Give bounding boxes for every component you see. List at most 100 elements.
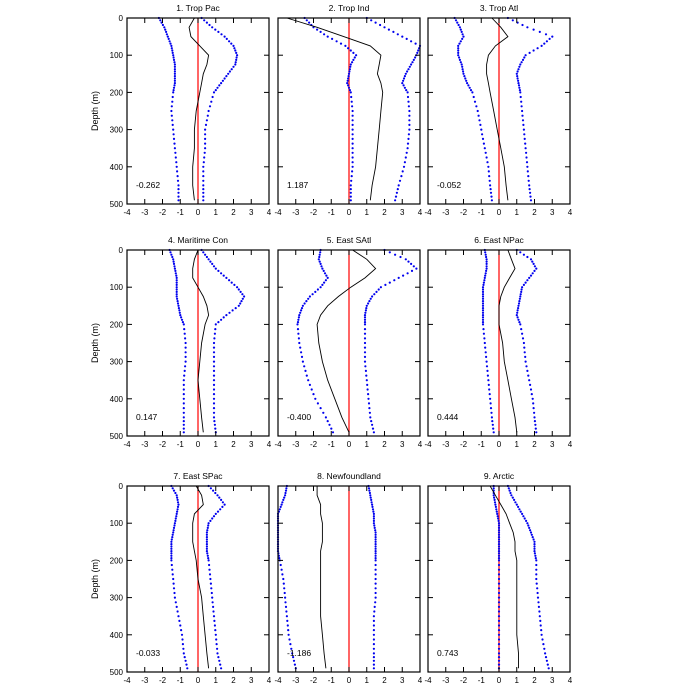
upper-bound-point [529,199,533,202]
upper-bound-point [547,667,550,670]
upper-bound-point [402,84,405,87]
lower-bound-point [172,262,176,265]
upper-bound-point [531,272,534,275]
lower-bound-point [171,536,174,539]
lower-bound-point [182,427,185,430]
upper-bound-point [225,37,228,41]
lower-bound-point [177,199,180,202]
lower-bound-point [173,75,176,78]
upper-bound-point [417,49,420,52]
upper-bound-point [209,519,212,523]
upper-bound-point [212,605,215,609]
lower-bound-point [283,496,286,499]
upper-bound-point [368,411,371,414]
lower-bound-point [348,68,351,71]
lower-bound-point [281,573,284,576]
upper-bound-point [216,494,219,497]
upper-bound-point [230,42,233,45]
lower-bound-point [184,659,187,662]
lower-bound-point [481,133,484,136]
lower-bound-point [184,360,187,363]
lower-bound-point [178,619,181,623]
lower-bound-point [487,165,490,168]
upper-bound-point [525,519,528,523]
upper-bound-point [542,643,545,646]
lower-bound-point [481,318,485,321]
lower-bound-point [349,188,352,191]
upper-bound-point [522,123,525,126]
upper-bound-point [408,65,411,68]
x-tick-label: 2 [532,208,537,217]
lower-bound-point [297,332,300,335]
upper-bound-point [373,524,376,527]
upper-bound-point [210,587,213,590]
upper-bound-point [225,75,228,78]
lower-bound-point [497,582,501,585]
lower-bound-point [457,44,460,48]
upper-bound-point [518,65,521,68]
lower-bound-point [171,533,174,536]
upper-bound-point [225,276,228,279]
upper-bound-point [366,388,369,391]
upper-bound-point [532,407,535,410]
lower-bound-point [497,619,501,623]
upper-bound-point [518,297,522,300]
lower-bound-point [351,123,354,126]
x-tick-label: 2 [532,676,537,685]
upper-bound-point [205,533,208,536]
lower-bound-point [497,550,501,553]
lower-bound-point [461,68,464,71]
y-tick-label: 500 [110,432,124,441]
lower-bound-point [178,311,181,314]
y-tick-label: 300 [110,358,124,367]
lower-bound-point [180,633,184,636]
upper-bound-point [212,411,216,414]
lower-bound-point [287,633,290,636]
upper-bound-point [411,61,414,64]
x-tick-label: -4 [424,440,432,449]
upper-bound-point [214,512,217,516]
upper-bound-point [211,95,214,99]
lower-bound-point [323,33,326,36]
upper-bound-point [212,346,216,349]
lower-bound-point [484,251,487,254]
lower-bound-point [493,501,497,504]
lower-bound-point [321,283,324,286]
upper-bound-point [526,26,529,29]
panel-title: 6. East NPac [474,235,524,245]
upper-bound-point [216,652,219,655]
x-tick-label: 3 [400,676,405,685]
upper-bound-point [207,522,210,525]
upper-bound-point [528,51,531,55]
upper-bound-point [403,75,406,78]
upper-bound-point [218,659,221,662]
upper-bound-point [211,596,214,599]
upper-bound-point [227,72,230,75]
lower-bound-point [346,82,349,85]
lower-bound-point [486,369,489,372]
lower-bound-point [171,255,174,259]
x-tick-label: -2 [159,440,167,449]
upper-bound-point [535,267,538,270]
panel-7: 7. East SPac -0.033 -4 -3 -2 -1 0 1 2 3 4 0 100 200 30… [90,471,272,685]
upper-bound-point [374,21,377,24]
lower-bound-point [177,191,180,194]
x-tick-label: 1 [515,208,520,217]
x-tick-label: 4 [418,676,423,685]
upper-bound-point [205,119,208,122]
upper-bound-point [517,304,520,307]
upper-bound-point [400,175,403,178]
lower-bound-point [308,295,311,298]
lower-bound-point [177,304,180,307]
upper-bound-point [207,559,210,562]
lower-bound-point [457,23,460,27]
lower-bound-point [490,411,493,414]
upper-bound-point [540,629,543,632]
x-tick-label: 1 [365,440,370,449]
upper-bound-point [363,351,367,354]
lower-bound-point [172,54,175,57]
upper-bound-point [526,165,529,168]
lower-bound-point [347,72,351,75]
lower-bound-point [167,37,170,41]
upper-bound-point [372,515,375,518]
